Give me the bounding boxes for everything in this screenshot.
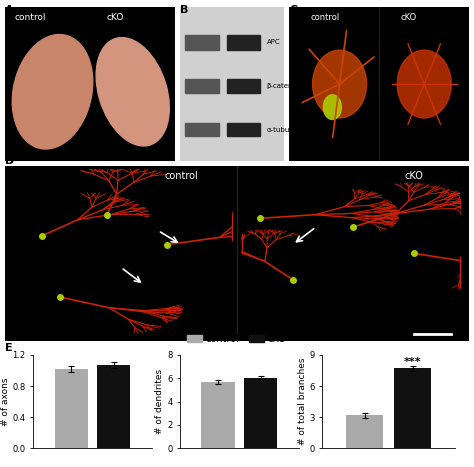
Text: control: control <box>164 171 198 181</box>
Text: B: B <box>180 5 189 14</box>
Polygon shape <box>397 50 451 118</box>
Text: cKO: cKO <box>404 171 423 181</box>
Text: E: E <box>5 343 12 353</box>
Y-axis label: # of axons: # of axons <box>0 377 9 426</box>
Polygon shape <box>323 95 341 120</box>
Ellipse shape <box>96 37 169 146</box>
Text: ***: *** <box>404 357 421 367</box>
Bar <box>346 415 383 448</box>
Text: D: D <box>5 156 14 166</box>
Text: C: C <box>289 5 297 14</box>
Ellipse shape <box>12 35 93 149</box>
Y-axis label: # of dendrites: # of dendrites <box>155 369 164 434</box>
Bar <box>244 378 277 448</box>
FancyBboxPatch shape <box>227 122 260 136</box>
Legend: control, cKO: control, cKO <box>183 330 291 348</box>
Text: cKO: cKO <box>107 13 124 22</box>
Text: α-tubulin: α-tubulin <box>267 127 299 133</box>
Text: APC: APC <box>267 39 280 45</box>
FancyBboxPatch shape <box>227 35 260 50</box>
Text: control: control <box>15 13 46 22</box>
Text: β-catenin: β-catenin <box>267 84 300 89</box>
Bar <box>97 365 130 448</box>
Y-axis label: # of total branches: # of total branches <box>298 358 307 446</box>
Bar <box>201 382 235 448</box>
FancyBboxPatch shape <box>185 35 219 50</box>
Text: cKO: cKO <box>401 13 417 22</box>
FancyBboxPatch shape <box>185 79 219 93</box>
Text: A: A <box>5 5 13 14</box>
Polygon shape <box>312 50 366 118</box>
Bar <box>394 368 431 448</box>
Bar <box>55 369 88 448</box>
Text: control: control <box>311 13 340 22</box>
FancyBboxPatch shape <box>227 79 260 93</box>
FancyBboxPatch shape <box>185 122 219 136</box>
